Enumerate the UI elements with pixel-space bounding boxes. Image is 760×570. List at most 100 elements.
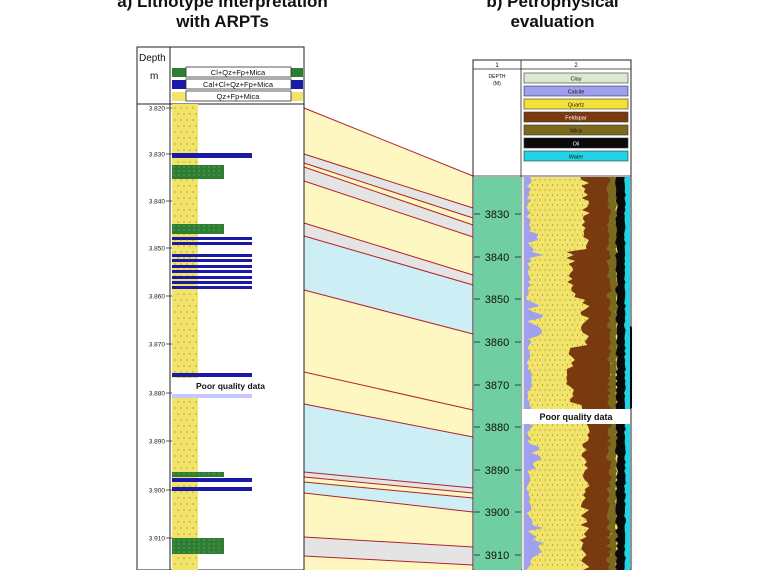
band-dot bbox=[218, 551, 220, 553]
column-dot bbox=[186, 407, 188, 409]
quartz-dot bbox=[546, 224, 549, 226]
quartz-dot bbox=[569, 509, 571, 511]
band-dot bbox=[193, 551, 195, 553]
left-tick-label: 3.910 bbox=[149, 536, 166, 543]
column-dot bbox=[186, 323, 188, 325]
quartz-dot bbox=[551, 464, 554, 466]
band-dot bbox=[218, 547, 220, 549]
quartz-dot bbox=[541, 504, 544, 506]
column-dot bbox=[192, 215, 194, 217]
quartz-dot bbox=[561, 194, 564, 196]
column-dot bbox=[180, 515, 182, 517]
column-dot bbox=[186, 467, 188, 469]
column-dot bbox=[189, 125, 191, 127]
quartz-dot bbox=[529, 369, 531, 371]
quartz-dot bbox=[534, 319, 536, 321]
quartz-dot bbox=[536, 204, 539, 206]
quartz-dot bbox=[571, 404, 574, 406]
quartz-dot bbox=[559, 379, 561, 381]
quartz-dot bbox=[561, 214, 564, 216]
lithotype-band-light bbox=[172, 394, 252, 398]
quartz-dot bbox=[586, 204, 589, 206]
quartz-dot bbox=[564, 259, 566, 261]
quartz-dot bbox=[544, 319, 546, 321]
quartz-dot bbox=[534, 519, 536, 521]
quartz-dot bbox=[569, 279, 571, 281]
lithotype-band bbox=[172, 538, 224, 554]
quartz-dot bbox=[549, 539, 551, 541]
column-dot bbox=[180, 119, 182, 121]
column-dot bbox=[177, 197, 179, 199]
quartz-dot bbox=[556, 194, 559, 196]
column-dot bbox=[195, 329, 197, 331]
quartz-dot bbox=[564, 469, 566, 471]
quartz-dot bbox=[561, 464, 564, 466]
quartz-dot bbox=[536, 344, 539, 346]
quartz-dot bbox=[564, 399, 566, 401]
quartz-dot bbox=[576, 454, 579, 456]
quartz-dot bbox=[576, 484, 579, 486]
quartz-dot bbox=[526, 204, 529, 206]
left-lithology-column bbox=[172, 104, 198, 570]
quartz-dot bbox=[556, 434, 559, 436]
quartz-dot bbox=[579, 199, 581, 201]
quartz-dot bbox=[549, 369, 551, 371]
quartz-dot bbox=[539, 379, 541, 381]
column-dot bbox=[183, 557, 185, 559]
band-dot bbox=[198, 225, 200, 227]
quartz-dot bbox=[551, 364, 554, 366]
quartz-dot bbox=[569, 229, 571, 231]
column-dot bbox=[189, 497, 191, 499]
column-dot bbox=[192, 491, 194, 493]
lithotype-band bbox=[172, 373, 252, 377]
quartz-dot bbox=[571, 424, 574, 426]
quartz-dot bbox=[541, 444, 544, 446]
quartz-dot bbox=[559, 219, 561, 221]
column-dot bbox=[180, 347, 182, 349]
quartz-dot bbox=[551, 514, 554, 516]
quartz-dot bbox=[584, 439, 586, 441]
column-dot bbox=[192, 335, 194, 337]
quartz-dot bbox=[581, 434, 584, 436]
quartz-dot bbox=[561, 374, 564, 376]
quartz-dot bbox=[559, 429, 561, 431]
quartz-dot bbox=[541, 534, 544, 536]
quartz-dot bbox=[531, 364, 534, 366]
quartz-dot bbox=[539, 499, 541, 501]
column-dot bbox=[186, 191, 188, 193]
quartz-dot bbox=[554, 539, 556, 541]
quartz-dot bbox=[569, 249, 571, 251]
quartz-dot bbox=[579, 449, 581, 451]
right-tick-label: 3850 bbox=[485, 294, 509, 306]
column-dot bbox=[177, 437, 179, 439]
quartz-dot bbox=[579, 469, 581, 471]
quartz-dot bbox=[541, 264, 544, 266]
column-dot bbox=[177, 293, 179, 295]
quartz-dot bbox=[559, 459, 561, 461]
column-dot bbox=[174, 371, 176, 373]
quartz-dot bbox=[561, 524, 564, 526]
column-dot bbox=[183, 365, 185, 367]
column-dot bbox=[183, 521, 185, 523]
quartz-dot bbox=[561, 474, 564, 476]
column-dot bbox=[192, 431, 194, 433]
quartz-dot bbox=[539, 289, 541, 291]
quartz-dot bbox=[564, 209, 566, 211]
quartz-dot bbox=[536, 294, 539, 296]
quartz-dot bbox=[564, 459, 566, 461]
quartz-dot bbox=[536, 564, 539, 566]
left-tick-label: 3.850 bbox=[149, 246, 166, 253]
quartz-dot bbox=[559, 389, 561, 391]
column-dot bbox=[183, 161, 185, 163]
quartz-dot bbox=[566, 434, 569, 436]
quartz-dot bbox=[549, 439, 551, 441]
column-dot bbox=[177, 317, 179, 319]
quartz-dot bbox=[536, 444, 539, 446]
quartz-dot bbox=[576, 314, 579, 316]
quartz-dot bbox=[554, 529, 556, 531]
quartz-dot bbox=[571, 474, 574, 476]
quartz-dot bbox=[549, 549, 551, 551]
quartz-dot bbox=[564, 559, 566, 561]
band-dot bbox=[213, 473, 215, 475]
